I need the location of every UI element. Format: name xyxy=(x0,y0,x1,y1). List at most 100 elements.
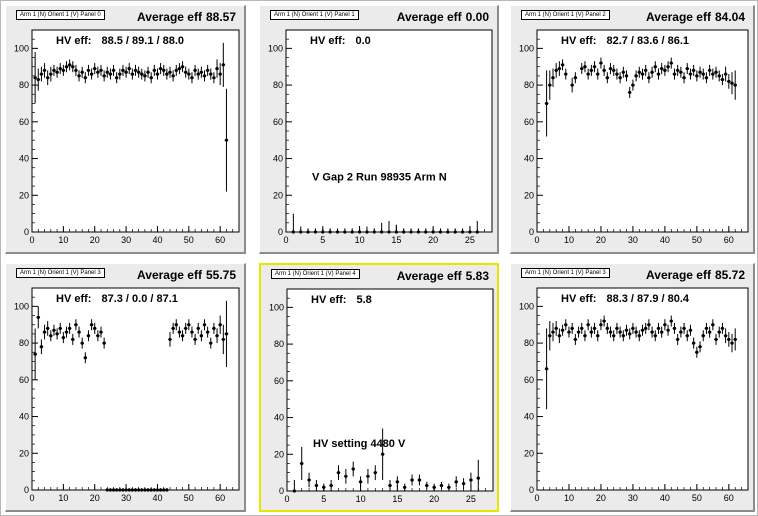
data-point xyxy=(33,352,37,356)
average-eff-label: Average eff 88.57 xyxy=(137,10,236,24)
data-point xyxy=(727,79,731,84)
average-eff-label: Average eff 84.04 xyxy=(646,10,745,24)
pad-panel-1[interactable]: Arm 1 (N) Orient 1 (V) Panel 1 Average e… xyxy=(259,5,499,254)
data-point xyxy=(672,326,677,330)
data-point xyxy=(592,326,597,330)
data-point xyxy=(637,334,641,338)
data-point xyxy=(714,337,718,342)
data-point xyxy=(215,66,219,71)
x-tick-label: 40 xyxy=(152,235,162,245)
data-point xyxy=(184,326,188,330)
data-series xyxy=(544,315,738,410)
data-point xyxy=(373,471,377,475)
data-point xyxy=(431,230,435,234)
pad-panel-4[interactable]: Arm 1 (N) Orient 1 (V) Panel 4 Average e… xyxy=(259,263,499,512)
x-tick-label: 10 xyxy=(58,493,68,503)
average-eff-value: 5.83 xyxy=(465,269,489,283)
data-point xyxy=(701,72,705,76)
x-tick-label: 40 xyxy=(152,493,162,503)
x-tick-label: 30 xyxy=(121,235,131,245)
data-point xyxy=(589,68,593,72)
data-point xyxy=(624,74,629,78)
y-tick-label: 20 xyxy=(19,190,29,200)
y-tick-label: 40 xyxy=(524,412,534,422)
data-point xyxy=(221,337,225,342)
data-point xyxy=(118,72,122,76)
data-point xyxy=(446,230,450,234)
data-point xyxy=(64,330,69,334)
y-tick-label: 40 xyxy=(19,154,29,164)
plot-frame xyxy=(31,29,240,233)
data-point xyxy=(158,66,163,71)
data-point xyxy=(108,488,113,492)
data-point xyxy=(115,76,119,80)
x-tick-label: 20 xyxy=(596,493,606,503)
data-point xyxy=(567,330,571,334)
hv-eff-text: HV eff: 82.7 / 83.6 / 86.1 xyxy=(561,35,689,47)
data-point xyxy=(96,70,100,74)
x-tick-label: 10 xyxy=(355,235,365,245)
data-point xyxy=(71,337,75,342)
data-point xyxy=(162,68,166,72)
y-tick-label: 20 xyxy=(273,190,283,200)
plot-frame xyxy=(31,287,240,491)
data-point xyxy=(564,72,568,76)
data-point xyxy=(628,332,632,336)
data-point xyxy=(410,478,414,482)
data-point xyxy=(666,328,670,332)
pad-panel-0[interactable]: Arm 1 (N) Orient 1 (V) Panel 0 Average e… xyxy=(5,5,246,254)
data-point xyxy=(676,337,680,342)
data-point xyxy=(576,330,581,334)
pad-panel-3[interactable]: Arm 1 (N) Orient 1 (V) Panel 3 Average e… xyxy=(5,263,246,512)
data-point xyxy=(461,482,466,486)
data-point xyxy=(146,70,150,74)
data-point xyxy=(215,334,219,338)
data-point xyxy=(615,326,619,330)
data-point xyxy=(624,328,629,332)
data-point xyxy=(570,326,574,330)
data-point xyxy=(679,330,683,334)
data-point xyxy=(663,68,667,72)
data-point xyxy=(402,230,406,234)
data-point xyxy=(36,77,40,82)
plot-frame xyxy=(286,288,494,492)
y-tick-label: 80 xyxy=(273,80,283,90)
x-tick-label: 50 xyxy=(692,235,702,245)
data-point xyxy=(55,70,59,74)
data-point xyxy=(685,66,689,71)
y-tick-label: 80 xyxy=(524,80,534,90)
data-point xyxy=(221,63,225,67)
data-point xyxy=(49,334,53,338)
data-point xyxy=(366,474,370,478)
data-point xyxy=(692,341,696,345)
x-tick-label: 30 xyxy=(121,493,131,503)
data-point xyxy=(544,367,549,371)
data-point xyxy=(653,65,657,69)
data-point xyxy=(717,330,721,334)
x-tick-label: 0 xyxy=(534,235,539,245)
pad-title-tag: Arm 1 (N) Orient 1 (V) Panel 4 xyxy=(271,269,360,279)
data-point xyxy=(714,70,718,74)
data-point xyxy=(177,330,182,334)
data-point xyxy=(77,330,81,334)
data-point xyxy=(168,337,172,342)
data-point xyxy=(344,474,348,478)
x-tick-label: 0 xyxy=(29,493,34,503)
data-point xyxy=(108,72,113,76)
data-point xyxy=(682,76,686,80)
data-point xyxy=(548,83,552,87)
data-point xyxy=(46,76,50,80)
data-point xyxy=(599,61,603,65)
data-point xyxy=(291,230,295,234)
data-point xyxy=(152,488,156,492)
data-point xyxy=(335,230,340,234)
data-point xyxy=(660,66,664,71)
y-tick-label: 40 xyxy=(19,412,29,422)
data-point xyxy=(143,74,147,78)
y-tick-label: 80 xyxy=(19,80,29,90)
data-point xyxy=(666,65,670,69)
data-point xyxy=(61,68,65,72)
pad-panel-5[interactable]: Arm 1 (N) Orient 1 (V) Panel 3 Average e… xyxy=(510,263,755,512)
pad-panel-2[interactable]: Arm 1 (N) Orient 1 (V) Panel 2 Average e… xyxy=(510,5,755,254)
x-tick-label: 50 xyxy=(184,493,194,503)
